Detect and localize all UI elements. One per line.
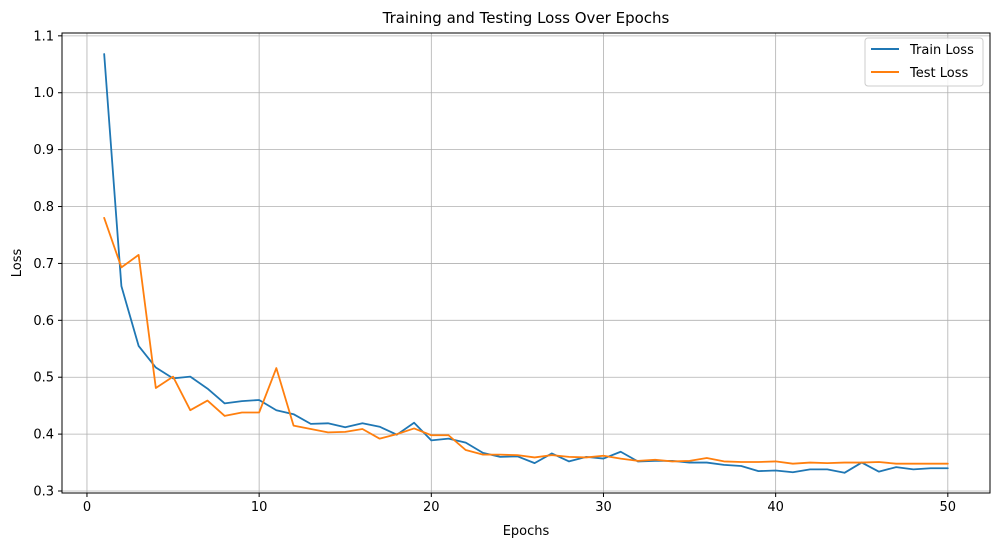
y-tick-label: 0.6 xyxy=(33,314,54,329)
y-tick-label: 0.7 xyxy=(33,257,54,272)
y-axis-label: Loss xyxy=(10,249,25,278)
x-tick-label: 20 xyxy=(423,500,440,515)
chart-title: Training and Testing Loss Over Epochs xyxy=(382,9,670,27)
series-line-train-loss xyxy=(103,53,949,474)
y-tick-label: 0.5 xyxy=(33,371,54,386)
series-line-test-loss xyxy=(103,217,949,465)
y-tick-label: 1.1 xyxy=(33,29,54,44)
x-tick-label: 0 xyxy=(83,500,91,515)
x-tick-label: 40 xyxy=(767,500,784,515)
legend-label-test: Test Loss xyxy=(909,66,968,81)
x-axis-label: Epochs xyxy=(503,524,550,539)
y-tick-label: 0.3 xyxy=(33,485,54,500)
grid xyxy=(62,33,990,493)
data-lines xyxy=(103,53,949,474)
x-tick-label: 30 xyxy=(595,500,612,515)
y-tick-label: 0.4 xyxy=(33,428,54,443)
y-tick-label: 0.9 xyxy=(33,143,54,158)
y-tick-label: 0.8 xyxy=(33,200,54,215)
y-tick-label: 1.0 xyxy=(33,86,54,101)
axis-ticks: 0 10 20 30 40 50 0.3 0.4 0.5 0.6 0.7 0.8 0.9 1.0 1.1 xyxy=(33,29,956,515)
x-tick-label: 50 xyxy=(940,500,957,515)
x-tick-label: 10 xyxy=(251,500,268,515)
legend-label-train: Train Loss xyxy=(909,43,974,58)
legend: Train Loss Test Loss xyxy=(864,37,984,87)
